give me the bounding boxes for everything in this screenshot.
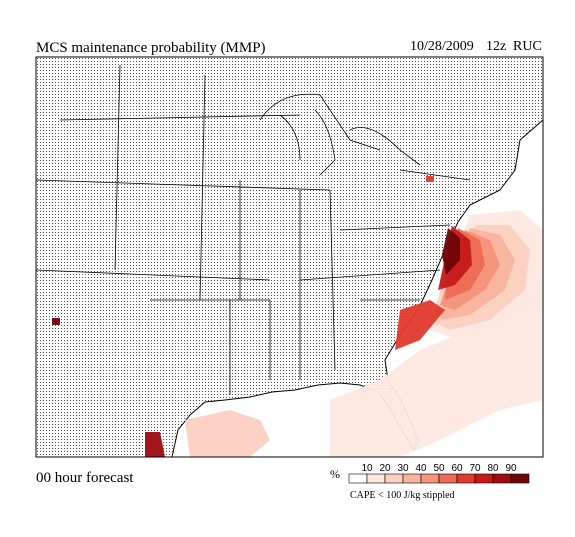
colorbar-swatch (492, 473, 512, 484)
cycle: 12z (486, 39, 506, 54)
colorbar-tick-label: 70 (469, 463, 481, 474)
colorbar-tick-label: 40 (415, 463, 427, 474)
colorbar-swatch (348, 473, 368, 484)
colorbar-tick-label: 60 (451, 463, 463, 474)
forecast-label: 00 hour forecast (36, 470, 134, 486)
stipple-note: CAPE < 100 J/kg stippled (350, 490, 455, 501)
probability-area (185, 410, 270, 457)
date: 10/28/2009 (410, 39, 474, 54)
probability-area (52, 318, 60, 325)
colorbar-tick-label: 50 (433, 463, 445, 474)
colorbar: 10 20 30 40 50 60 70 80 90 (348, 463, 530, 484)
colorbar-tick-label: 10 (361, 463, 373, 474)
colorbar-tick-label: 20 (379, 463, 391, 474)
colorbar-swatch (366, 473, 386, 484)
colorbar-tick-label: 30 (397, 463, 409, 474)
colorbar-swatch (402, 473, 422, 484)
probability-area (442, 228, 460, 275)
colorbar-swatch (438, 473, 458, 484)
probability-area (426, 176, 434, 182)
colorbar-swatch (474, 473, 494, 484)
probability-area (145, 432, 165, 457)
colorbar-tick-label: 90 (505, 463, 517, 474)
probability-area (395, 300, 445, 350)
colorbar-swatch (510, 473, 530, 484)
colorbar-swatch (420, 473, 440, 484)
colorbar-tick-label: 80 (487, 463, 499, 474)
colorbar-swatch (384, 473, 404, 484)
colorbar-swatch (456, 473, 476, 484)
map (36, 57, 543, 457)
map-frame (35, 56, 544, 458)
state-lines (36, 64, 471, 395)
colorbar-unit: % (330, 467, 340, 481)
model: RUC (513, 39, 542, 54)
title: MCS maintenance probability (MMP) (36, 40, 266, 56)
